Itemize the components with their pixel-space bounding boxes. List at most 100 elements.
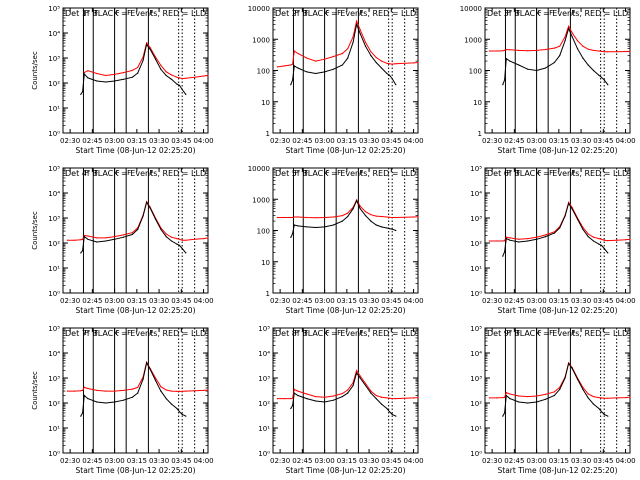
events-point <box>505 238 507 240</box>
plot-frame <box>272 7 419 134</box>
events-point <box>364 215 367 217</box>
x-tick-label: 03:00 <box>105 137 125 145</box>
lld-point <box>82 238 84 240</box>
events-point <box>347 392 349 394</box>
detector-panel-3: 1 10 100 1000 10000 02:30 02:45 03:00 03:15 03:30… <box>460 5 636 155</box>
y-tick-label: 10¹ <box>48 105 60 113</box>
lld-point <box>380 396 383 398</box>
events-point <box>160 68 162 70</box>
x-axis-label: Start Time (08-Jun-12 02:25:20) <box>286 466 406 475</box>
events-point <box>290 84 292 86</box>
lld-point <box>404 216 406 218</box>
lld-point <box>137 66 139 68</box>
lld-point <box>276 398 278 400</box>
events-point <box>544 398 547 400</box>
x-tick-label: 04:00 <box>403 297 423 305</box>
events-point <box>332 399 335 401</box>
lld-point <box>518 238 520 240</box>
lld-point <box>82 389 84 391</box>
y-axis-label: Counts/sec <box>31 371 39 410</box>
x-axis-label: Start Time (08-Jun-12 02:25:20) <box>498 146 618 155</box>
events-point <box>536 238 538 240</box>
events-point <box>185 415 187 417</box>
events-point <box>83 73 85 75</box>
x-tick-label: 03:45 <box>593 137 613 145</box>
marker-flag: F <box>506 9 510 17</box>
lld-point <box>587 233 589 235</box>
y-tick-label: 100 <box>257 68 270 76</box>
events-point <box>178 84 181 86</box>
marker-flag: F <box>304 169 308 177</box>
events-point <box>553 232 556 234</box>
x-tick-label: 03:15 <box>337 297 357 305</box>
y-tick-label: 10⁰ <box>48 450 60 458</box>
events-point <box>146 43 148 46</box>
detector-panel-2: 1 10 100 1000 10000 02:30 02:45 03:00 03:15 03:30… <box>248 5 424 155</box>
lld-point <box>592 396 595 398</box>
events-point <box>364 45 367 47</box>
panel-title: Det 6f BLACK = Events, RED = LLD <box>487 169 628 178</box>
lld-point <box>149 47 151 49</box>
lld-point <box>356 20 358 22</box>
plot-frame <box>62 167 209 294</box>
events-point <box>347 215 349 218</box>
y-tick-label: 10⁰ <box>470 290 482 298</box>
plot-frame <box>62 7 209 134</box>
events-point <box>598 243 600 245</box>
events-point <box>114 401 116 403</box>
lld-point <box>181 239 183 241</box>
x-tick-label: 02:30 <box>60 297 80 305</box>
y-tick-label: 1 <box>478 130 482 138</box>
x-tick-label: 02:45 <box>504 297 524 305</box>
y-tick-label: 10⁴ <box>470 350 482 358</box>
x-tick-label: 03:45 <box>593 457 613 465</box>
x-tick-label: 02:30 <box>270 137 290 145</box>
x-tick-label: 03:30 <box>571 457 591 465</box>
lld-point <box>170 74 173 76</box>
events-point <box>359 208 361 210</box>
x-axis-label: Start Time (08-Jun-12 02:25:20) <box>286 146 406 155</box>
marker-flag: F <box>116 169 120 177</box>
events-series-line <box>290 199 396 238</box>
y-tick-label: 10⁵ <box>48 5 60 13</box>
lld-point <box>292 216 294 219</box>
events-point <box>375 61 377 64</box>
events-point <box>518 241 520 243</box>
lld-point <box>629 50 631 53</box>
events-point <box>170 78 173 80</box>
events-point <box>559 388 561 390</box>
events-point <box>297 394 299 397</box>
lld-point <box>391 398 393 400</box>
panel-title: Det 9f BLACK = Events, RED = LLD <box>487 329 628 338</box>
x-tick-label: 04:00 <box>403 457 423 465</box>
x-tick-label: 03:45 <box>381 457 401 465</box>
x-tick-label: 03:15 <box>127 457 147 465</box>
lld-point <box>87 70 89 72</box>
lld-point <box>341 52 343 55</box>
lld-point <box>297 390 299 392</box>
x-tick-label: 03:00 <box>527 137 547 145</box>
lld-point <box>181 78 183 80</box>
y-tick-label: 10² <box>48 80 60 88</box>
lld-point <box>87 235 89 237</box>
lld-point <box>293 50 295 52</box>
events-series-line <box>502 362 609 417</box>
lld-point <box>185 239 187 241</box>
x-axis-label: Start Time (08-Jun-12 02:25:20) <box>498 306 618 315</box>
x-tick-label: 02:45 <box>82 137 102 145</box>
lld-point <box>315 396 317 398</box>
marker-flag: F <box>337 169 341 177</box>
events-point <box>509 239 511 241</box>
lld-point <box>505 392 507 394</box>
lld-point <box>347 48 349 50</box>
lld-point <box>370 51 372 53</box>
y-tick-label: 10⁰ <box>258 450 270 458</box>
x-tick-label: 03:15 <box>549 137 569 145</box>
x-tick-label: 03:15 <box>549 297 569 305</box>
marker-flag: F <box>359 9 363 17</box>
lld-point <box>306 393 308 395</box>
lld-point <box>404 397 406 399</box>
